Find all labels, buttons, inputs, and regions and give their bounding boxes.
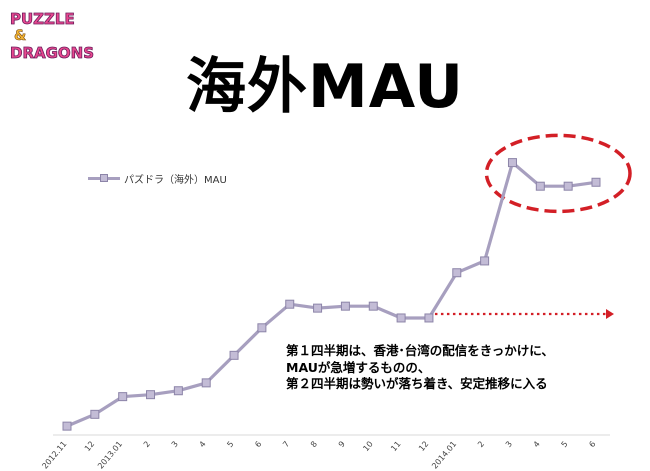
data-point-5 [173, 386, 183, 396]
page-title: 海外MAU [185, 52, 465, 122]
data-point-11 [340, 301, 350, 311]
data-point-4 [146, 390, 156, 400]
data-point-15 [452, 268, 462, 278]
x-tick-label: 2014.01 [430, 440, 458, 471]
data-point-18 [535, 181, 545, 191]
x-tick-label: 4 [532, 440, 542, 450]
data-point-8 [257, 323, 267, 333]
x-tick-label: 5 [225, 440, 235, 450]
x-tick-label: 6 [587, 440, 597, 450]
chart-legend: パズドラ（海外）MAU [88, 170, 227, 186]
x-tick-label: 11 [389, 440, 402, 454]
annotation-line-2: MAUが急増するものの、 [286, 359, 431, 375]
data-point-20 [591, 177, 601, 187]
x-tick-label: 2013.01 [96, 440, 124, 471]
data-point-1 [62, 421, 72, 431]
puzzle-and-dragons-logo: PUZZLE & DRAGONS [10, 10, 95, 63]
data-point-7 [229, 350, 239, 360]
x-tick-label: 5 [560, 440, 570, 450]
x-tick-label: 12 [417, 440, 430, 454]
x-tick-label: 3 [170, 440, 180, 450]
chart-annotation: 第１四半期は、香港･台湾の配信をきっかけに、 MAUが急増するものの、 第２四半… [286, 343, 554, 393]
legend-line-marker-icon [88, 171, 120, 185]
data-point-17 [507, 158, 517, 168]
data-point-6 [201, 378, 211, 388]
x-tick-label: 2 [142, 440, 152, 450]
annotation-line-1: 第１四半期は、香港･台湾の配信をきっかけに、 [286, 343, 554, 358]
svg-text:DRAGONS: DRAGONS [10, 44, 94, 62]
x-tick-label: 6 [253, 440, 263, 450]
svg-text:&: & [14, 28, 26, 44]
data-point-10 [313, 303, 323, 313]
trend-arrow-head-icon [606, 308, 614, 319]
data-point-12 [368, 301, 378, 311]
data-point-9 [285, 299, 295, 309]
highlight-oval [484, 133, 632, 214]
x-tick-label: 2012.11 [40, 440, 68, 471]
annotation-line-3: 第２四半期は勢いが落ち着き、安定推移に入る [286, 376, 548, 391]
data-point-16 [480, 256, 490, 266]
data-point-19 [563, 181, 573, 191]
x-tick-label: 2 [476, 440, 486, 450]
data-point-14 [424, 313, 434, 323]
svg-text:PUZZLE: PUZZLE [10, 10, 75, 28]
x-tick-label: 4 [198, 440, 208, 450]
series-line [66, 161, 597, 428]
x-tick-label: 10 [361, 440, 374, 454]
x-tick-label: 9 [337, 440, 347, 450]
x-tick-label: 3 [504, 440, 514, 450]
x-tick-label: 8 [309, 440, 319, 450]
data-point-3 [118, 392, 128, 402]
x-tick-label: 12 [83, 440, 96, 454]
data-point-2 [90, 409, 100, 419]
x-tick-label: 7 [281, 440, 291, 450]
data-point-13 [396, 313, 406, 323]
legend-series-label: パズドラ（海外）MAU [124, 174, 227, 186]
